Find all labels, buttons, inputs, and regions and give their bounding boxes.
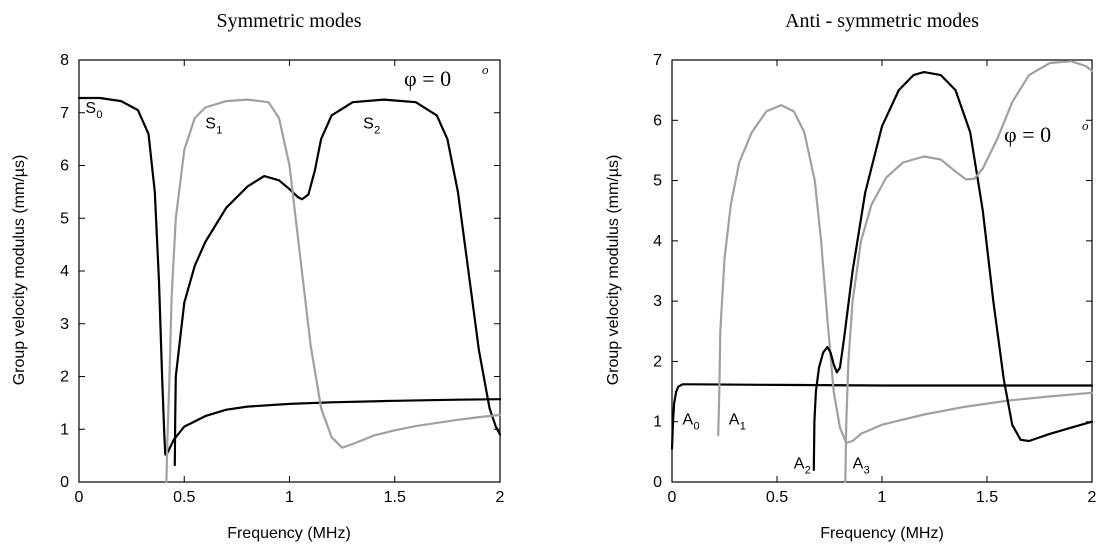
plot-frame — [78, 59, 501, 483]
mode-label-subscript: 1 — [216, 125, 222, 137]
y-tick-label: 0 — [60, 474, 69, 491]
mode-label-subscript: 0 — [694, 421, 700, 433]
chart-title: Anti - symmetric modes — [785, 10, 979, 32]
x-tick-label: 2 — [496, 489, 505, 506]
symmetric-modes-chart: Symmetric modes Frequency (MHz) Group ve… — [11, 10, 505, 542]
y-axis-label: Group velocity modulus (mm/µs) — [11, 155, 28, 386]
y-tick-label: 3 — [653, 293, 662, 310]
x-tick-label: 1.5 — [384, 489, 406, 506]
y-tick-label: 1 — [60, 421, 69, 438]
series-line-2 — [812, 71, 1094, 471]
mode-label: S — [85, 100, 96, 117]
y-tick-label: 6 — [60, 158, 69, 175]
mode-label-subscript: 2 — [805, 465, 811, 477]
mode-label: A — [794, 456, 805, 473]
mode-label: A — [683, 412, 694, 429]
mode-label-subscript: 0 — [96, 109, 102, 121]
phi-superscript: o — [482, 62, 489, 77]
y-tick-label: 5 — [60, 210, 69, 227]
y-tick-label: 7 — [60, 105, 69, 122]
mode-label-subscript: 2 — [374, 125, 380, 137]
y-tick-label: 4 — [653, 233, 662, 250]
mode-label: A — [853, 456, 864, 473]
x-tick-label: 0 — [75, 489, 84, 506]
x-tick-label: 2 — [1088, 489, 1097, 506]
series-line-1 — [717, 104, 1094, 444]
y-tick-label: 0 — [653, 474, 662, 491]
x-axis-label: Frequency (MHz) — [227, 525, 351, 542]
x-tick-label: 1 — [285, 489, 294, 506]
mode-label: A — [729, 412, 740, 429]
anti-symmetric-modes-chart: Anti - symmetric modes Frequency (MHz) G… — [605, 10, 1097, 542]
series-line-3 — [844, 60, 1094, 484]
y-tick-label: 3 — [60, 316, 69, 333]
series-line-0 — [670, 383, 1094, 450]
x-tick-label: 0.5 — [173, 489, 195, 506]
y-tick-label: 8 — [60, 52, 69, 69]
y-tick-label: 7 — [653, 52, 662, 69]
x-tick-label: 0 — [668, 489, 677, 506]
mode-label-subscript: 1 — [740, 421, 746, 433]
series-line-2 — [165, 98, 502, 484]
phi-annotation: φ = 0 o — [404, 62, 489, 91]
phi-text: φ = 0 — [1004, 122, 1051, 147]
y-axis-label: Group velocity modulus (mm/µs) — [605, 155, 622, 386]
y-tick-label: 1 — [653, 414, 662, 431]
y-tick-label: 5 — [653, 173, 662, 190]
y-tick-label: 2 — [60, 369, 69, 386]
x-axis-label: Frequency (MHz) — [820, 525, 944, 542]
y-tick-label: 2 — [653, 353, 662, 370]
chart-title: Symmetric modes — [217, 10, 362, 32]
x-tick-label: 1.5 — [976, 489, 998, 506]
phi-text: φ = 0 — [404, 66, 451, 91]
series-line-1 — [173, 98, 502, 467]
mode-label-subscript: 3 — [864, 465, 870, 477]
series-line-0 — [77, 96, 502, 456]
x-tick-label: 1 — [878, 489, 887, 506]
phi-annotation: φ = 0 o — [1004, 118, 1089, 147]
mode-label: S — [363, 116, 374, 133]
phi-superscript: o — [1082, 118, 1089, 133]
y-tick-label: 4 — [60, 263, 69, 280]
x-tick-label: 0.5 — [766, 489, 788, 506]
mode-label: S — [205, 116, 216, 133]
y-tick-label: 6 — [653, 112, 662, 129]
